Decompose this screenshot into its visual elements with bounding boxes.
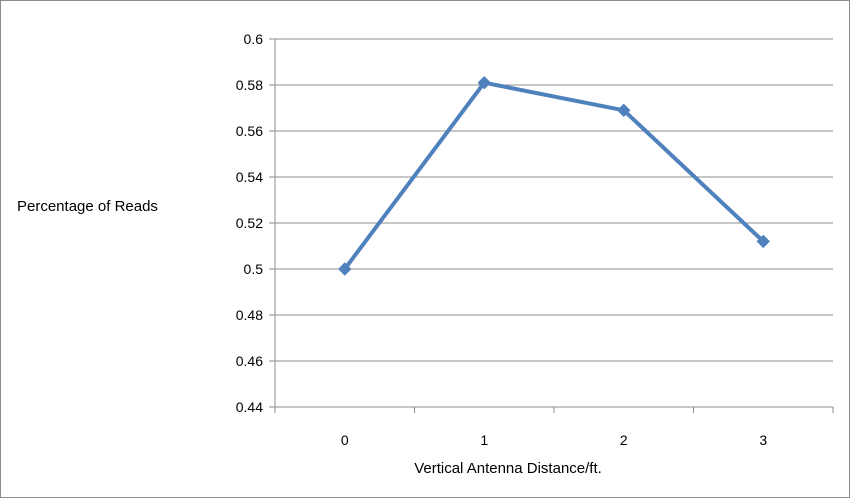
x-axis-title: Vertical Antenna Distance/ft.	[414, 460, 602, 477]
y-tick-label: 0.58	[236, 77, 263, 93]
y-tick-label: 0.52	[236, 215, 263, 231]
data-point	[617, 103, 631, 118]
data-point	[338, 262, 352, 276]
y-tick-label: 0.5	[244, 261, 264, 277]
data-point	[477, 75, 491, 90]
x-tick-label: 0	[341, 432, 349, 448]
y-tick-label: 0.6	[244, 31, 264, 47]
y-tick-label: 0.56	[236, 123, 263, 139]
y-tick-label: 0.48	[236, 307, 263, 323]
gridlines	[275, 38, 833, 362]
series-line	[343, 80, 765, 271]
data-point	[756, 234, 770, 249]
series	[338, 75, 770, 276]
y-axis-title: Percentage of Reads	[17, 198, 158, 215]
x-tick-label: 2	[620, 432, 628, 448]
y-tick-label: 0.54	[236, 169, 263, 185]
y-tick-labels: 0.6 0.58 0.56 0.54 0.52 0.5 0.48 0.46 0.44	[236, 31, 263, 415]
y-tick-label: 0.46	[236, 353, 263, 369]
x-tick-label: 1	[480, 432, 488, 448]
x-tick-labels: 0 1 2 3	[341, 432, 768, 448]
x-tick-label: 3	[759, 432, 767, 448]
y-tick-label: 0.44	[236, 399, 263, 415]
axes	[269, 38, 834, 413]
